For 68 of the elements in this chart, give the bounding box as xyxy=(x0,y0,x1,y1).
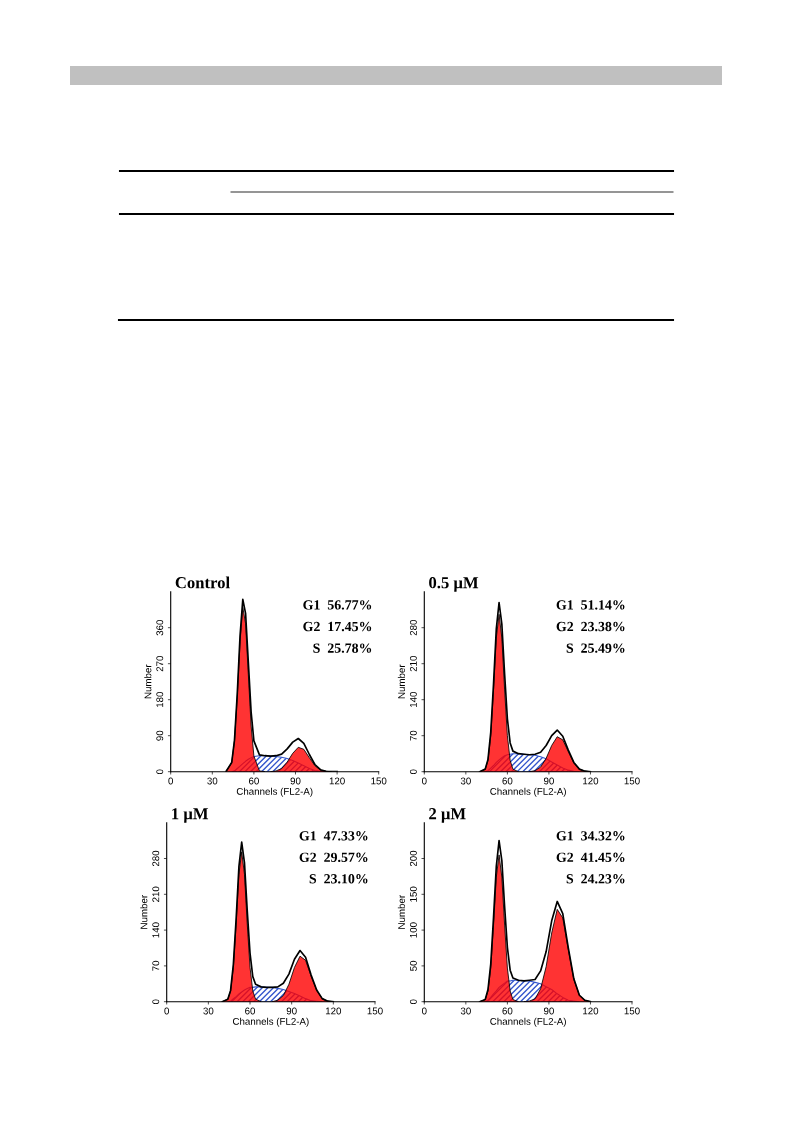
chart-title: Control xyxy=(175,576,230,589)
annotation: G2 29.57% xyxy=(299,852,368,863)
y-tick-label: 50 xyxy=(409,960,417,971)
y-tick-label: 70 xyxy=(409,730,417,741)
annotation: G1 47.33% xyxy=(299,831,368,841)
y-tick-label: 70 xyxy=(152,960,160,971)
x-tick-label: 30 xyxy=(460,777,471,785)
y-axis-title: Number xyxy=(140,895,148,929)
annotation: G1 34.32% xyxy=(556,831,625,841)
x-tick-label: 60 xyxy=(502,777,513,785)
annotation: G1 56.77% xyxy=(303,600,372,610)
y-tick-label: 0 xyxy=(156,769,164,775)
x-tick-label: 90 xyxy=(543,1007,554,1015)
y-tick-label: 270 xyxy=(156,655,164,672)
y-axis-title: Number xyxy=(397,664,405,699)
y-tick-label: 0 xyxy=(409,999,417,1005)
x-tick-label: 30 xyxy=(460,1007,471,1015)
x-tick-label: 60 xyxy=(245,1007,256,1015)
y-tick-label: 200 xyxy=(409,850,417,867)
annotation: G2 41.45% xyxy=(556,852,625,863)
y-tick-label: 150 xyxy=(409,886,417,902)
y-tick-label: 140 xyxy=(152,922,160,938)
x-axis-title: Channels (FL2-A) xyxy=(232,1017,309,1027)
x-tick-label: 60 xyxy=(502,1007,513,1015)
x-tick-label: 90 xyxy=(290,777,301,785)
x-tick-label: 150 xyxy=(371,777,387,785)
x-tick-label: 150 xyxy=(367,1007,383,1015)
y-tick-label: 100 xyxy=(409,922,417,938)
annotation: G1 51.14% xyxy=(556,600,625,610)
annotation: G2 17.45% xyxy=(303,621,372,632)
x-tick-label: 0 xyxy=(421,1007,427,1015)
x-axis-title: Channels (FL2-A) xyxy=(490,1017,566,1027)
annotation: S 24.23% xyxy=(566,874,625,884)
x-tick-label: 60 xyxy=(248,777,259,785)
x-tick-label: 0 xyxy=(421,777,427,785)
annotation: S 25.49% xyxy=(566,643,625,653)
y-axis-title: Number xyxy=(397,895,405,929)
x-tick-label: 120 xyxy=(325,1007,342,1015)
x-tick-label: 30 xyxy=(207,777,218,785)
x-tick-label: 0 xyxy=(168,777,174,785)
x-axis-title: Channels (FL2-A) xyxy=(236,787,313,797)
annotation: S 23.10% xyxy=(309,874,368,884)
y-tick-label: 140 xyxy=(409,691,417,708)
y-tick-label: 210 xyxy=(409,655,417,672)
annotation: G2 23.38% xyxy=(556,621,625,632)
y-tick-label: 360 xyxy=(156,619,164,636)
x-tick-label: 150 xyxy=(624,1007,640,1015)
x-tick-label: 120 xyxy=(583,1007,599,1015)
x-tick-label: 90 xyxy=(543,777,554,785)
x-tick-label: 90 xyxy=(286,1007,297,1015)
x-tick-label: 120 xyxy=(329,777,345,785)
y-tick-label: 280 xyxy=(152,850,160,867)
x-tick-label: 0 xyxy=(164,1007,170,1015)
x-axis-title: Channels (FL2-A) xyxy=(490,787,566,797)
chart-title: 0.5 μM xyxy=(429,577,479,592)
y-tick-label: 210 xyxy=(152,886,160,902)
y-tick-label: 0 xyxy=(409,769,417,775)
y-tick-label: 280 xyxy=(409,619,417,636)
y-tick-label: 0 xyxy=(152,999,160,1005)
chart-title: 2 μM xyxy=(429,808,466,823)
x-tick-label: 120 xyxy=(583,777,599,785)
y-tick-label: 90 xyxy=(156,730,164,741)
chart-title: 1 μM xyxy=(172,808,209,823)
annotation: S 25.78% xyxy=(313,643,372,653)
x-tick-label: 30 xyxy=(203,1007,214,1015)
x-tick-label: 150 xyxy=(624,777,640,785)
y-axis-title: Number xyxy=(144,664,152,699)
y-tick-label: 180 xyxy=(156,691,164,708)
